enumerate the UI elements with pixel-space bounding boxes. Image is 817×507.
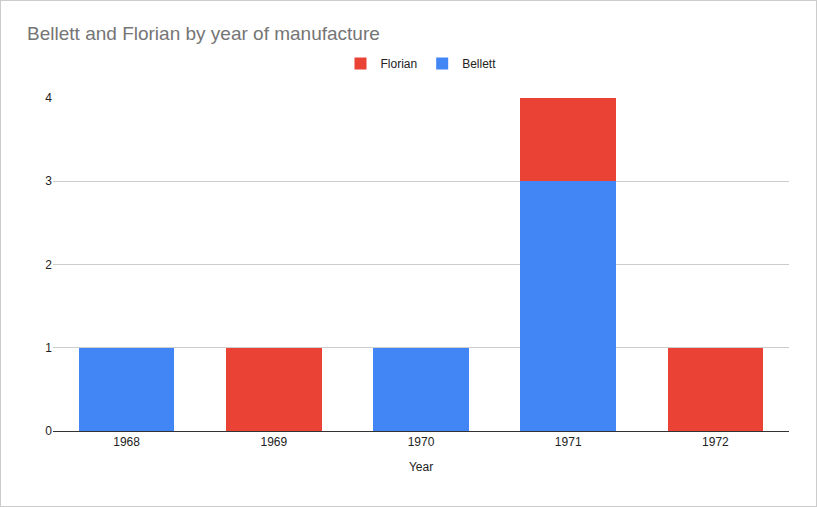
svg-text:2: 2 — [45, 258, 52, 272]
svg-text:1: 1 — [45, 341, 52, 355]
svg-text:1972: 1972 — [702, 435, 729, 449]
svg-text:Florian: Florian — [381, 57, 418, 71]
svg-text:Bellett and Florian by year of: Bellett and Florian by year of manufactu… — [27, 23, 380, 44]
svg-text:1970: 1970 — [408, 435, 435, 449]
svg-text:1969: 1969 — [260, 435, 287, 449]
svg-text:4: 4 — [45, 91, 52, 105]
svg-text:1968: 1968 — [113, 435, 140, 449]
svg-text:Year: Year — [409, 460, 433, 474]
svg-text:Bellett: Bellett — [462, 57, 496, 71]
svg-text:3: 3 — [45, 174, 52, 188]
svg-text:0: 0 — [45, 424, 52, 438]
svg-text:1971: 1971 — [555, 435, 582, 449]
